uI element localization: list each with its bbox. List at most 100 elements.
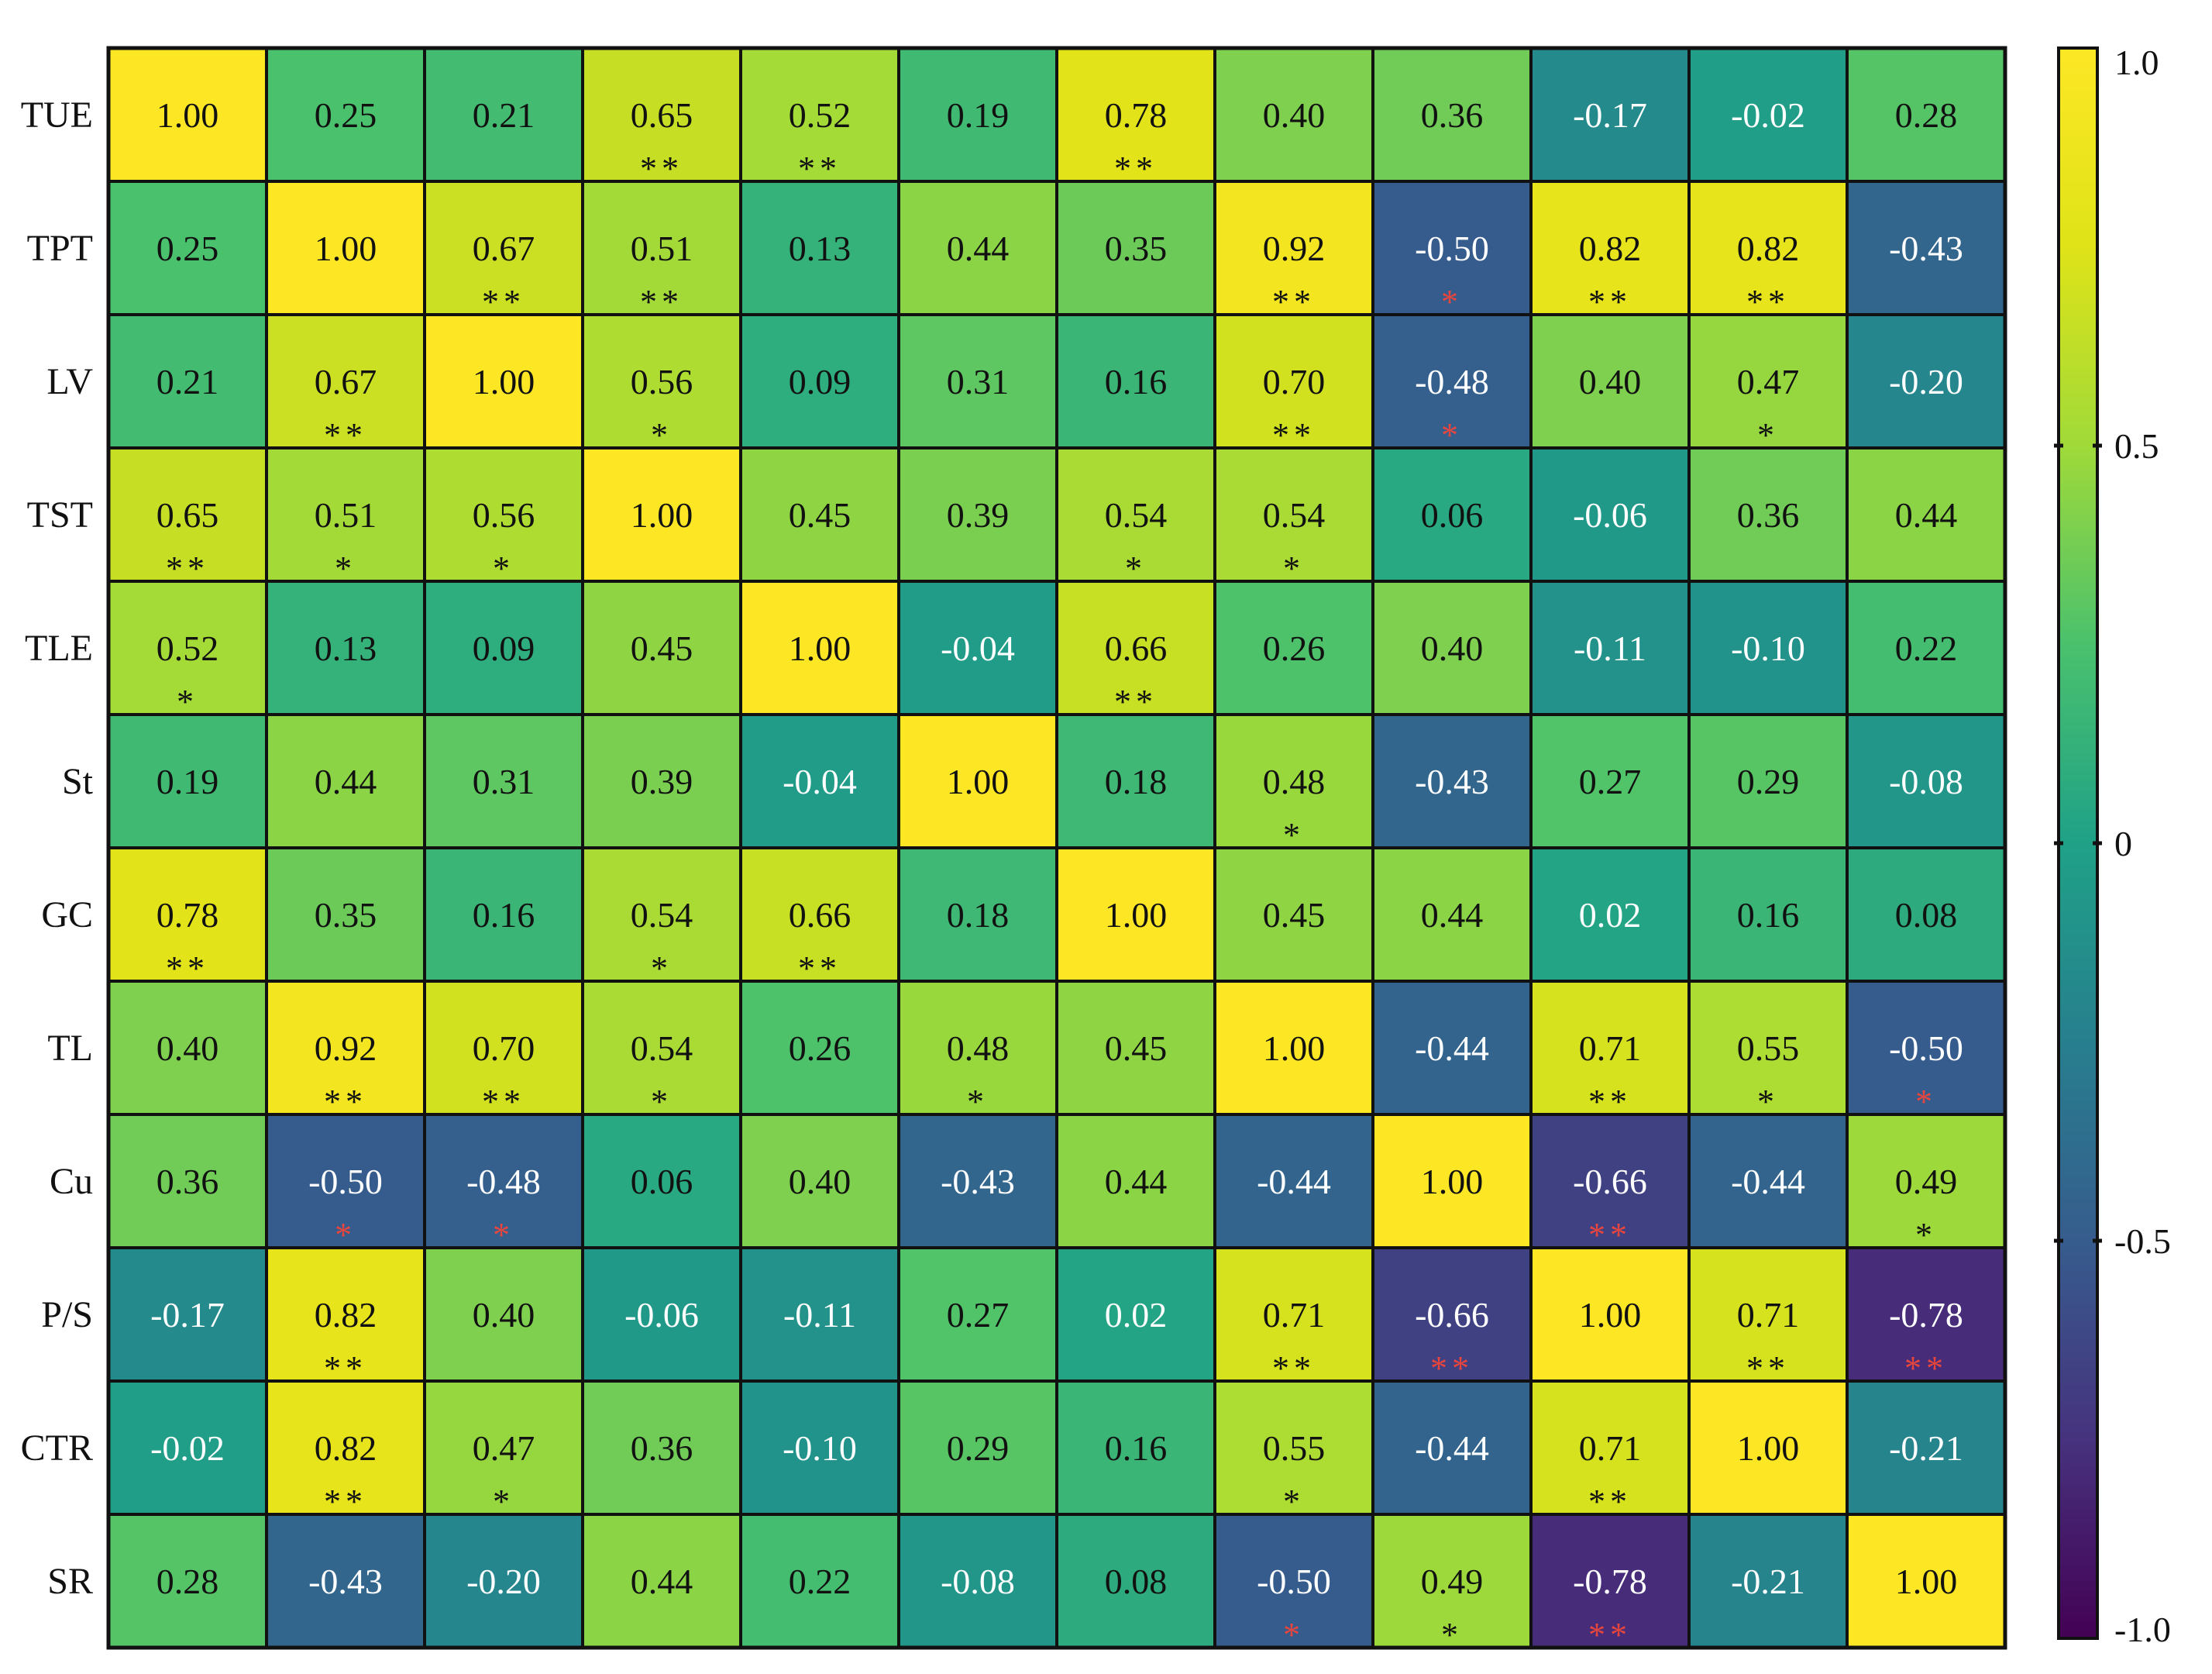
heatmap-cell xyxy=(423,1513,584,1649)
heatmap-cell xyxy=(107,1113,268,1249)
cell-value-label: 0.19 xyxy=(947,95,1010,135)
heatmap-cell xyxy=(423,1113,584,1249)
cell-value-label: 1.00 xyxy=(1263,1028,1326,1068)
cell-value-label: 0.71 xyxy=(1737,1295,1800,1335)
cell-value-label: -0.08 xyxy=(941,1562,1015,1601)
cell-value-label: 0.40 xyxy=(1579,362,1642,401)
cell-value-label: 0.56 xyxy=(473,495,535,535)
cell-value-label: 1.00 xyxy=(1105,895,1168,935)
cell-value-label: 1.00 xyxy=(789,629,851,668)
heatmap-cell xyxy=(1529,846,1691,983)
cell-value-label: -0.02 xyxy=(1731,95,1805,135)
cell-value-label: 0.56 xyxy=(631,362,693,401)
cell-value-label: 0.71 xyxy=(1579,1028,1642,1068)
heatmap-cell xyxy=(107,846,268,983)
heatmap-cell xyxy=(897,1380,1058,1516)
significance-marker: * xyxy=(1757,1083,1779,1121)
heatmap-cell xyxy=(1687,980,1849,1116)
cell-value-label: 0.22 xyxy=(789,1562,851,1601)
cell-value-label: 0.40 xyxy=(789,1162,851,1201)
significance-marker: * xyxy=(335,549,356,587)
significance-marker: * xyxy=(1283,1483,1305,1521)
row-label: LV xyxy=(46,361,93,402)
heatmap-cell xyxy=(1213,1113,1374,1249)
cell-value-label: 0.44 xyxy=(315,762,377,801)
cell-value-label: -0.44 xyxy=(1415,1428,1489,1468)
cell-value-label: 0.22 xyxy=(1895,629,1958,668)
heatmap-cell xyxy=(1529,980,1691,1116)
cell-value-label: 0.36 xyxy=(1737,495,1800,535)
cell-value-label: 0.82 xyxy=(1737,229,1800,268)
cell-value-label: -0.11 xyxy=(783,1295,856,1335)
cell-value-label: 0.47 xyxy=(473,1428,535,1468)
cell-value-label: 1.00 xyxy=(157,95,219,135)
heatmap-cell xyxy=(1846,846,2007,983)
cell-value-label: 0.21 xyxy=(157,362,219,401)
row-label: GC xyxy=(41,894,93,935)
cell-value-label: 0.71 xyxy=(1263,1295,1326,1335)
significance-marker: * xyxy=(1283,549,1305,587)
cell-value-label: -0.10 xyxy=(1731,629,1805,668)
row-label: TUE xyxy=(21,95,93,136)
cell-value-label: 0.78 xyxy=(157,895,219,935)
cell-value-label: 0.55 xyxy=(1263,1428,1326,1468)
cell-value-label: 1.00 xyxy=(947,762,1010,801)
heatmap-cell xyxy=(1213,180,1374,316)
significance-marker: * xyxy=(1283,816,1305,854)
row-label: TLE xyxy=(25,628,93,669)
heatmap-cell xyxy=(423,980,584,1116)
heatmap-cell xyxy=(423,180,584,316)
significance-marker: * xyxy=(1441,1616,1463,1654)
cell-value-label: 1.00 xyxy=(473,362,535,401)
significance-marker: * xyxy=(1757,416,1779,454)
cell-value-label: 0.66 xyxy=(789,895,851,935)
heatmap-cell xyxy=(1687,1380,1849,1516)
heatmap-cell xyxy=(897,446,1058,583)
heatmap-cell xyxy=(581,1380,742,1516)
heatmap-cell xyxy=(581,580,742,716)
cell-value-label: 0.51 xyxy=(631,229,693,268)
heatmap-cell xyxy=(107,980,268,1116)
significance-marker: * xyxy=(1441,416,1463,454)
cell-value-label: 0.13 xyxy=(789,229,851,268)
cell-value-label: 0.45 xyxy=(631,629,693,668)
colorbar-gradient xyxy=(2057,46,2099,1640)
heatmap-cell xyxy=(897,1513,1058,1649)
cell-value-label: -0.17 xyxy=(1573,95,1647,135)
cell-value-label: -0.48 xyxy=(466,1162,541,1201)
cell-value-label: 0.26 xyxy=(789,1028,851,1068)
cell-value-label: 0.08 xyxy=(1895,895,1958,935)
cell-value-label: -0.21 xyxy=(1889,1428,1963,1468)
cell-value-label: 0.70 xyxy=(473,1028,535,1068)
heatmap-cell xyxy=(897,713,1058,849)
cell-value-label: 0.36 xyxy=(1421,95,1484,135)
significance-marker: * xyxy=(493,1483,514,1521)
cell-value-label: -0.43 xyxy=(1415,762,1489,801)
heatmap-cell xyxy=(1055,580,1216,716)
significance-marker: * xyxy=(1125,549,1147,587)
cell-value-label: 0.82 xyxy=(1579,229,1642,268)
cell-value-label: 1.00 xyxy=(631,495,693,535)
cell-value-label: 0.16 xyxy=(1105,362,1168,401)
cell-value-label: 0.45 xyxy=(1105,1028,1168,1068)
heatmap-cell xyxy=(581,180,742,316)
cell-value-label: 0.40 xyxy=(157,1028,219,1068)
heatmap-cells: 1.00 0.25 0.21 0.65 * * 0.52 * * 0.19 0.78 * * 0.40 0.… xyxy=(106,46,2007,1654)
heatmap-cell xyxy=(1371,1380,1533,1516)
heatmap-cell xyxy=(1213,446,1374,583)
cell-value-label: -0.43 xyxy=(941,1162,1015,1201)
significance-marker: * xyxy=(335,1216,356,1254)
cell-value-label: 0.54 xyxy=(631,1028,693,1068)
heatmap-cell xyxy=(897,846,1058,983)
significance-marker: * xyxy=(967,1083,989,1121)
row-label: TST xyxy=(27,494,93,536)
row-label: P/S xyxy=(41,1294,93,1335)
significance-marker: * xyxy=(1283,1616,1305,1654)
cell-value-label: -0.66 xyxy=(1573,1162,1647,1201)
cell-value-label: -0.78 xyxy=(1889,1295,1963,1335)
cell-value-label: 0.82 xyxy=(315,1295,377,1335)
heatmap-cell xyxy=(1529,1513,1691,1649)
cell-value-label: 0.45 xyxy=(1263,895,1326,935)
colorbar-tick-label: 0 xyxy=(2114,824,2132,863)
cell-value-label: 0.49 xyxy=(1895,1162,1958,1201)
